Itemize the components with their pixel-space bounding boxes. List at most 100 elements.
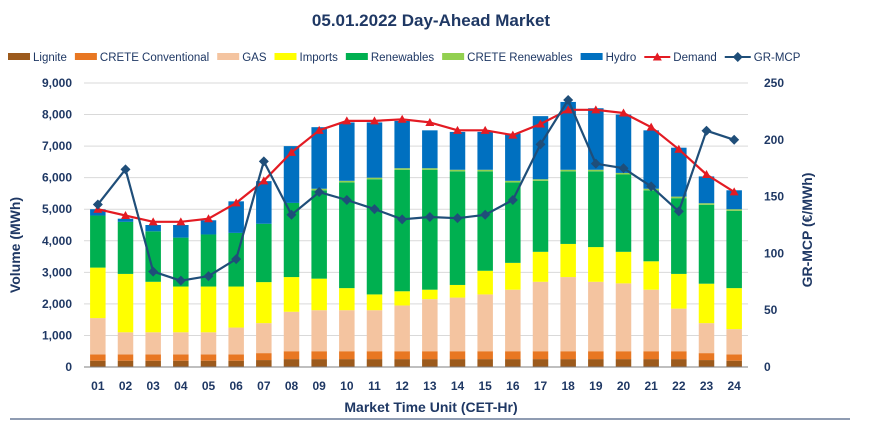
point-gr-mcp (563, 95, 574, 106)
point-demand (287, 147, 296, 156)
x-tick-label: 15 (478, 379, 492, 393)
bar-hydro (339, 122, 355, 181)
bar-renewables (560, 171, 576, 244)
legend-marker-demand (652, 52, 662, 61)
point-demand (674, 144, 684, 153)
bar-lignite (532, 359, 549, 367)
x-tick-label: 11 (368, 379, 381, 393)
point-gr-mcp (535, 139, 546, 150)
y2-tick-label: 250 (764, 76, 784, 90)
point-demand (425, 117, 435, 126)
legend-swatch-imports (274, 53, 297, 60)
bar-crete-conventional (228, 354, 244, 361)
bar-renewables (90, 215, 106, 268)
bar-hydro (145, 225, 161, 232)
bar-renewables (422, 169, 438, 290)
bar-lignite (366, 359, 383, 367)
point-gr-mcp (590, 158, 601, 169)
x-tick-label: 01 (91, 379, 105, 393)
bar-renewables (366, 179, 383, 295)
bar-crete-renewables (726, 209, 742, 211)
bar-crete-conventional (145, 354, 161, 361)
legend-swatch-gas (217, 53, 240, 60)
bar-renewables (726, 210, 742, 289)
point-demand (121, 211, 130, 220)
bar-renewables (698, 204, 715, 284)
bar-imports (698, 283, 715, 324)
point-demand (619, 108, 628, 117)
x-tick-label: 23 (700, 379, 714, 393)
x-tick-label: 12 (395, 379, 409, 393)
bar-hydro (366, 122, 383, 178)
bar-renewables (505, 182, 521, 263)
line-series (92, 95, 740, 286)
bar-lignite (477, 359, 493, 367)
bar-crete-renewables (560, 169, 576, 172)
bar-gas (256, 323, 272, 354)
point-gr-mcp (729, 134, 740, 145)
legend-marker-gr-mcp (732, 52, 743, 62)
bar-gas (532, 281, 549, 352)
legend-label-gr-mcp: GR-MCP (754, 52, 801, 64)
bar-crete-conventional (726, 354, 742, 361)
point-demand (204, 214, 213, 223)
bar-lignite (339, 359, 355, 367)
bar-lignite (726, 360, 742, 367)
point-gr-mcp (148, 266, 159, 277)
x-axis-title: Market Time Unit (CET-Hr) (344, 399, 517, 415)
bar-hydro (505, 133, 521, 181)
bar-hydro (449, 131, 466, 170)
bar-imports (643, 261, 659, 290)
x-tick-label: 22 (672, 379, 686, 393)
bar-crete-conventional (477, 351, 493, 360)
bar-hydro (200, 220, 217, 235)
bar-crete-conventional (422, 351, 438, 360)
point-demand (397, 114, 407, 123)
point-gr-mcp (397, 214, 408, 225)
bar-gas (173, 332, 189, 355)
point-demand (314, 125, 324, 134)
bar-hydro (477, 131, 493, 170)
bar-imports (394, 291, 410, 306)
y2-tick-label: 200 (764, 133, 784, 147)
bar-imports (726, 288, 742, 330)
bar-gas (366, 310, 383, 352)
point-demand (729, 187, 739, 196)
y2-tick-label: 100 (764, 246, 784, 260)
bar-gas (698, 323, 715, 354)
bar-imports (615, 251, 632, 284)
bar-hydro (643, 130, 659, 189)
bar-gas (671, 308, 687, 352)
bar-imports (588, 247, 604, 282)
y-tick-label: 5,000 (42, 202, 72, 216)
bar-renewables (532, 180, 549, 252)
bar-crete-conventional (615, 351, 632, 360)
bar-renewables (394, 169, 410, 292)
x-tick-label: 10 (340, 379, 354, 393)
bar-imports (532, 251, 549, 282)
y2-tick-label: 150 (764, 190, 784, 204)
legend-label-renewables: Renewables (371, 52, 435, 64)
line-gr-mcp (96, 98, 735, 282)
bar-hydro (671, 147, 687, 197)
bar-crete-conventional (394, 351, 410, 360)
point-gr-mcp (175, 275, 186, 286)
bar-crete-conventional (671, 351, 687, 360)
bar-lignite (505, 359, 521, 367)
y-tick-label: 1,000 (42, 328, 72, 342)
bar-renewables (173, 237, 189, 287)
bar-crete-conventional (560, 351, 576, 360)
bar-lignite (173, 360, 189, 367)
legend: Lignite CRETE Conventional GAS Imports Renew… (8, 52, 801, 64)
bar-gas (283, 311, 300, 352)
point-demand (563, 105, 573, 114)
bar-crete-conventional (173, 354, 189, 361)
point-demand (591, 105, 601, 114)
bar-renewables (615, 174, 632, 252)
bar-lignite (117, 360, 134, 367)
bar-gas (422, 299, 438, 352)
bar-renewables (643, 190, 659, 262)
point-demand (453, 125, 462, 134)
x-tick-label: 05 (202, 379, 216, 393)
bar-crete-conventional (449, 351, 466, 360)
